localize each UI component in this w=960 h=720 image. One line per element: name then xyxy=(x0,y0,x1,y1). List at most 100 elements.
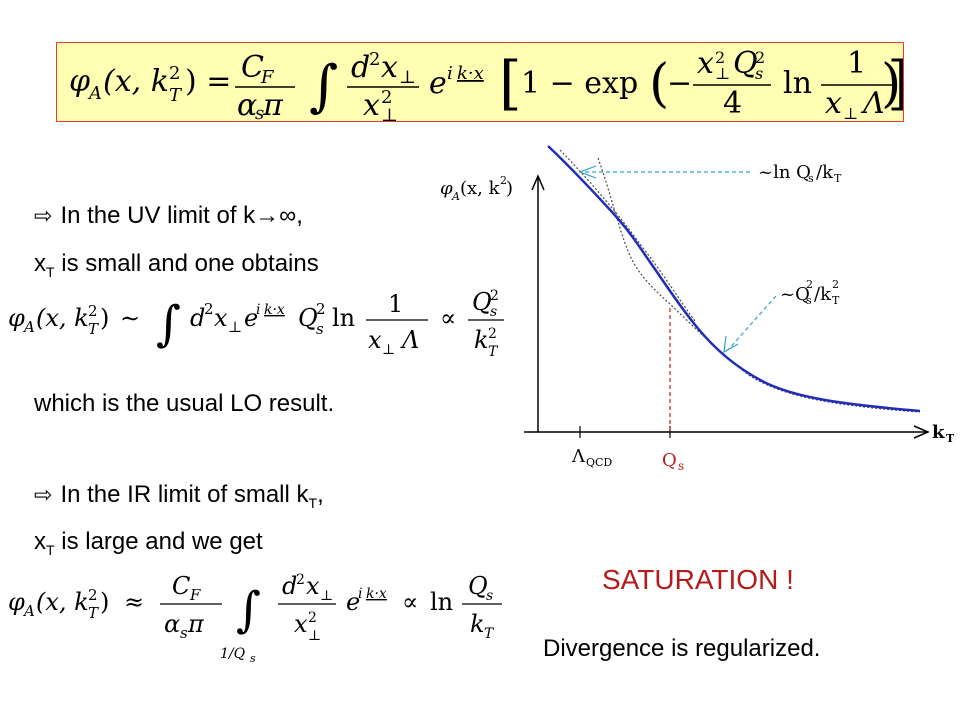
uv-asymptote xyxy=(559,149,696,322)
formula-alpha: α xyxy=(237,88,257,121)
formula-lambda: Λ xyxy=(860,86,885,121)
uv-x: x xyxy=(214,304,228,332)
ir-alpha-sub: s xyxy=(180,624,188,642)
ir-sup: 2 xyxy=(88,586,98,604)
formula-i: i xyxy=(447,63,453,84)
ir-alpha: α xyxy=(164,610,180,638)
ir-annotation-sup: 2 xyxy=(806,278,813,291)
formula-sup: 2 xyxy=(169,63,180,84)
uv-close: ) xyxy=(100,304,109,332)
ir-num-sup: 2 xyxy=(296,572,305,588)
formula-e: e xyxy=(429,66,447,101)
uv-q: Q xyxy=(298,304,318,332)
formula-one: 1 xyxy=(847,46,866,81)
y-axis-label-phi: φ xyxy=(440,178,453,199)
uv-line-2-text: is small and one obtains xyxy=(54,250,319,277)
uv-i: i xyxy=(256,302,260,318)
formula-one-minus-exp: 1 − exp xyxy=(521,66,638,101)
ir-lower-limit: 1/Q xyxy=(220,646,246,662)
y-axis-label-close: ) xyxy=(506,178,513,199)
ir-den-perp: ⊥ xyxy=(308,628,321,644)
main-formula: φ A (x, k 2 T ) = C F α s π ∫ d 2 x ⊥ x … xyxy=(69,46,910,126)
x-axis-label: k xyxy=(932,422,945,443)
formula-x-lambda: x xyxy=(825,86,842,121)
ir-line-1-sub: T xyxy=(308,494,318,511)
ir-den-x: x xyxy=(294,610,308,638)
uv-line-1: ⇨ In the UV limit of k→∞, xyxy=(34,202,303,230)
ir-line-1: ⇨ In the IR limit of small kT, xyxy=(34,481,324,517)
ir-num-x: x xyxy=(306,572,320,600)
formula-cf: C xyxy=(241,50,264,85)
formula-ln: ln xyxy=(783,66,812,101)
uv-q-sub: s xyxy=(316,320,324,338)
ir-annotation-line xyxy=(727,295,777,351)
ir-annotation-text: ~Q xyxy=(780,284,810,305)
uv-d: d xyxy=(190,304,205,332)
formula-cf-sub: F xyxy=(260,67,275,88)
formula-paren-open: ( xyxy=(649,54,669,114)
ir-annotation-arrow-icon xyxy=(723,335,739,354)
qs-axis-sub: s xyxy=(678,459,684,473)
qs-axis-label: Q xyxy=(662,450,677,471)
ir-k: k xyxy=(470,610,485,638)
uv-d-sup: 2 xyxy=(204,300,214,318)
formula-xperp2: x xyxy=(697,46,714,81)
uv-kx: k·x xyxy=(264,302,285,318)
uv-q-sup: 2 xyxy=(316,300,326,318)
ir-prop: ∝ xyxy=(402,588,418,616)
formula-x2-sup: 2 xyxy=(381,87,392,108)
uv-sim: ∼ xyxy=(120,304,140,332)
uv-num-sup: 2 xyxy=(490,288,499,304)
ir-line-2-text: is large and we get xyxy=(54,528,263,555)
ir-q-sub: s xyxy=(486,588,493,604)
ir-formula: φ A (x, k 2 T ) ≈ C F α s π ∫ 1/Q s d 2 … xyxy=(8,572,502,665)
uv-bullet-icon: ⇨ xyxy=(34,203,53,228)
ir-phi-sub: A xyxy=(22,602,35,620)
uv-args: (x, k xyxy=(36,304,89,332)
uv-den-lambda: Λ xyxy=(400,326,419,354)
ir-annotation-mid: /k xyxy=(814,284,832,305)
formula-dx: x xyxy=(381,50,398,85)
ir-phi: φ xyxy=(8,588,25,616)
phi-graph: φ A (x, k 2 ) k T Λ QCD Q s ~ln Q s /k T… xyxy=(440,145,955,473)
formula-phi-sub: A xyxy=(87,83,102,104)
x-axis-label-sub: T xyxy=(946,432,955,445)
uv-result: which is the usual LO result. xyxy=(34,390,335,417)
uv-phi: φ xyxy=(8,304,25,332)
ir-ln: ln xyxy=(430,588,453,616)
formula-dx-perp: ⊥ xyxy=(399,67,416,88)
uv-ln: ln xyxy=(332,304,355,332)
formula-bracket-close: ] xyxy=(887,49,903,117)
ir-q: Q xyxy=(468,572,488,600)
ir-pi: π xyxy=(187,610,205,638)
formula-integral: ∫ xyxy=(309,54,338,119)
formula-pi: π xyxy=(262,88,284,121)
uv-phi-sub: A xyxy=(22,318,35,336)
formula-kx: k·x xyxy=(457,63,484,84)
uv-annotation-post: /k xyxy=(816,162,834,183)
uv-annotation-sub: s xyxy=(808,172,814,185)
ir-annotation-sup2: 2 xyxy=(832,278,839,291)
ir-integral: ∫ xyxy=(236,582,261,638)
uv-sup: 2 xyxy=(88,302,98,320)
formula-qs2-sup: 2 xyxy=(755,48,765,67)
lambda-qcd-sub: QCD xyxy=(586,456,612,469)
ir-line-1-text: In the IR limit of small k xyxy=(60,481,309,508)
uv-sub: T xyxy=(88,320,99,338)
lambda-qcd-label: Λ xyxy=(571,446,586,467)
ir-num-perp: ⊥ xyxy=(320,588,333,604)
uv-formula: φ A (x, k 2 T ) ∼ ∫ d 2 x ⊥ e i k·x Q 2 … xyxy=(8,288,504,360)
uv-den-perp: ⊥ xyxy=(382,342,395,358)
y-axis-label-args: (x, k xyxy=(460,178,501,199)
formula-subT: T xyxy=(169,85,183,106)
ir-line-2-x: x xyxy=(34,528,46,555)
ir-annotation-sub2: T xyxy=(832,294,840,307)
ir-cf-sub: F xyxy=(189,586,201,604)
ir-asymptote xyxy=(597,157,921,413)
uv-integral: ∫ xyxy=(156,296,181,352)
uv-line-2: xT is small and one obtains xyxy=(34,250,319,286)
formula-args: (x, k xyxy=(103,64,169,99)
uv-line-1-text: In the UV limit of k→∞, xyxy=(60,202,303,229)
ir-sub: T xyxy=(88,604,99,622)
ir-k-sub: T xyxy=(484,626,495,642)
